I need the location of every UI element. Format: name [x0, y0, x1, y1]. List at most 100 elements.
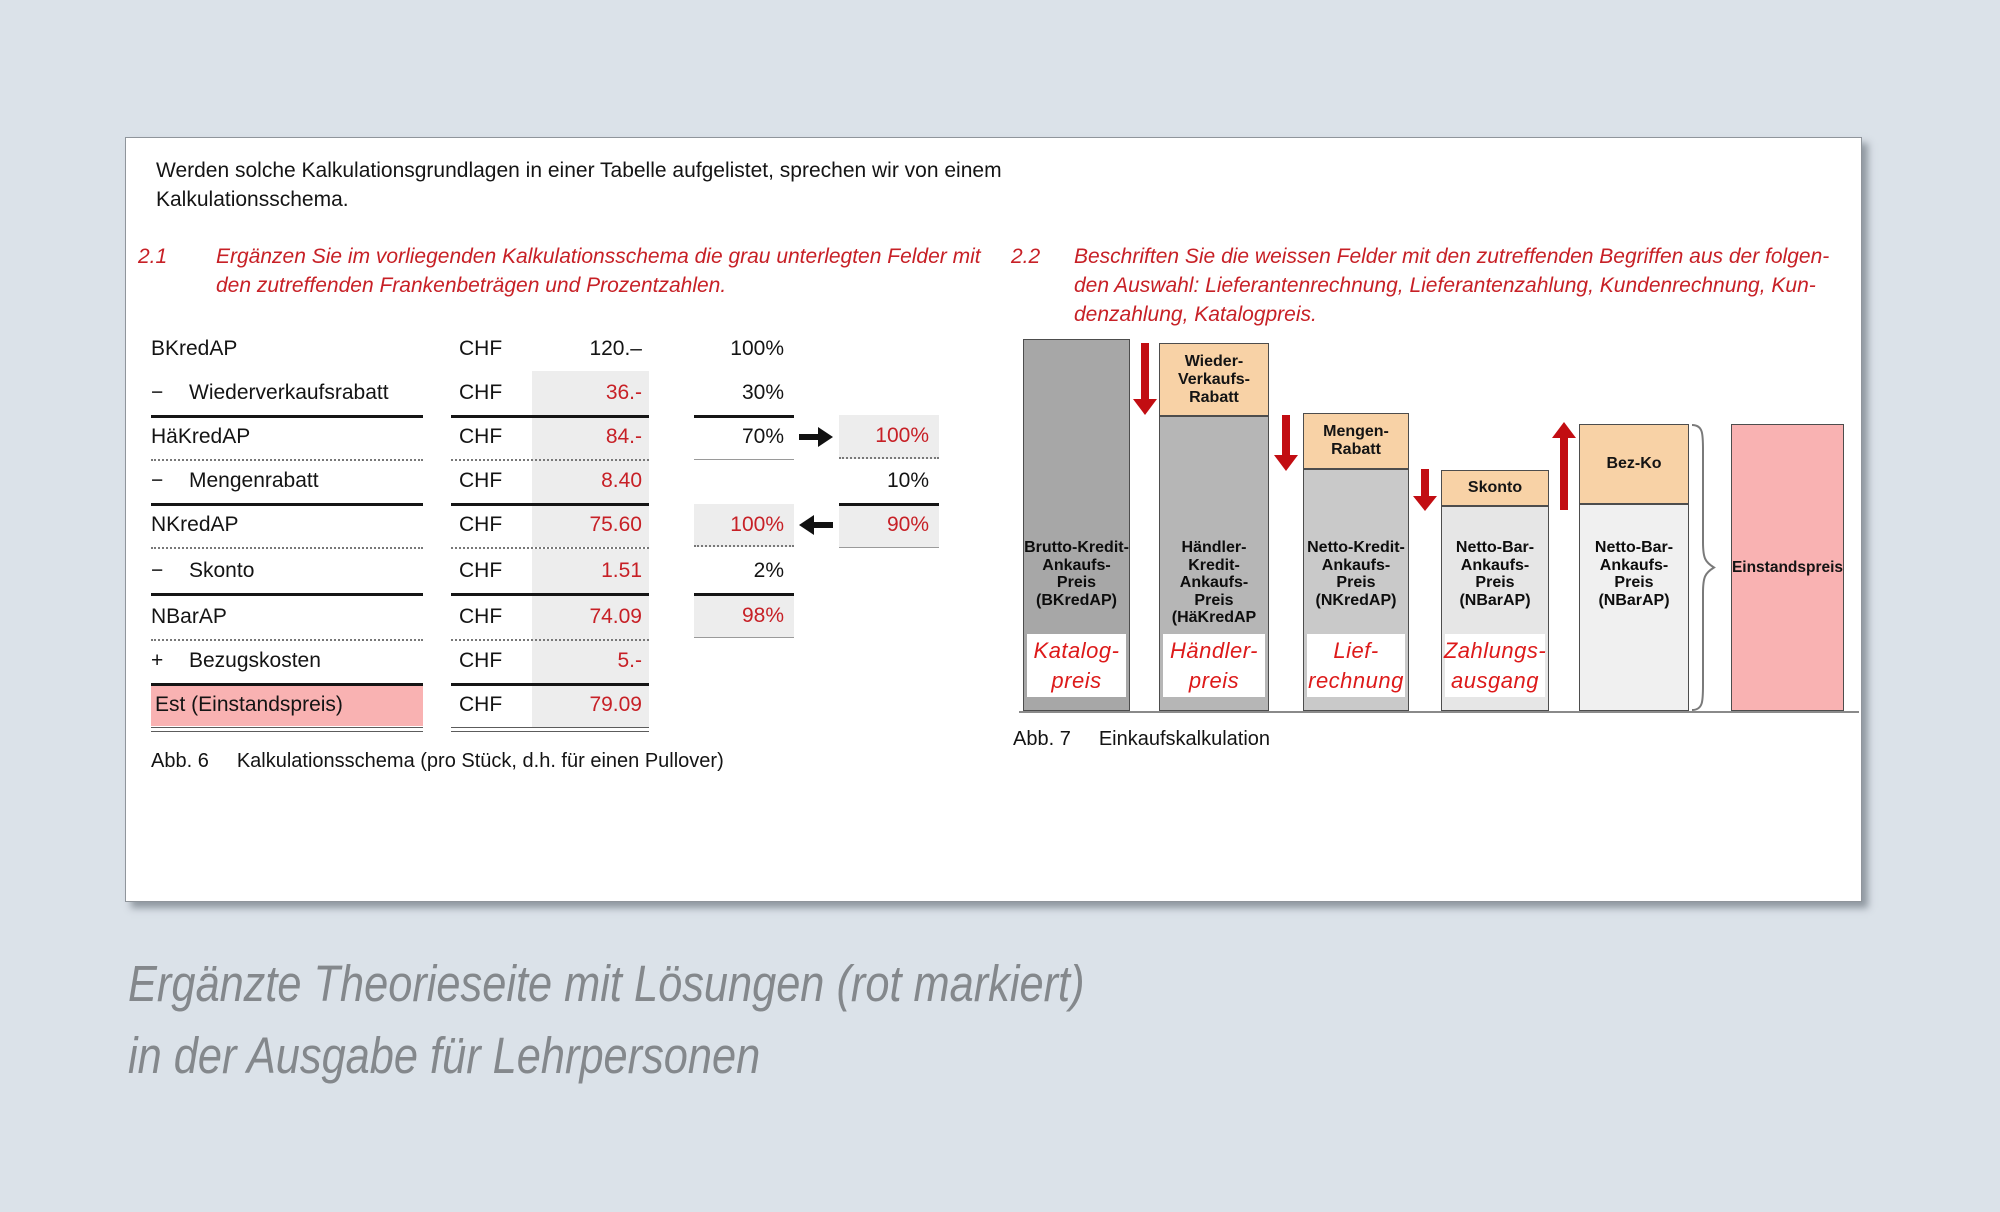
rule-dotted — [151, 639, 423, 641]
task-line: denzahlung, Katalogpreis. — [1074, 303, 1317, 326]
row-value: 120.– — [589, 337, 642, 360]
row-sign: − — [151, 381, 164, 404]
currency-label: CHF — [459, 469, 503, 492]
currency-label: CHF — [459, 559, 503, 582]
answer-box: Zahlungs- ausgang — [1444, 634, 1546, 697]
rule-solid — [151, 503, 423, 506]
table-row-nbarap: NBarAP CHF 74.09 — [151, 595, 649, 639]
rule-dotted — [451, 547, 649, 549]
rule-solid — [151, 415, 423, 418]
answer-box: Lief- rechnung — [1307, 634, 1405, 697]
rule-double — [451, 727, 649, 732]
rebate-box: Wieder- Verkaufs- Rabatt — [1159, 343, 1269, 416]
arrow-left-icon — [799, 515, 833, 535]
table-row-haekredap: HäKredAP CHF 84.- — [151, 415, 649, 459]
rule-solid — [151, 593, 423, 596]
rule-dotted — [451, 639, 649, 641]
row-value-solution: 5.- — [532, 639, 649, 683]
intro-text: Werden solche Kalkulationsgrundlagen in … — [156, 156, 1002, 214]
row-value-solution: 36.- — [532, 371, 649, 415]
currency-label: CHF — [459, 649, 503, 672]
figure-7-text: Einkaufskalkulation — [1098, 728, 1271, 750]
bar-body-label: Netto-Bar- Ankaufs- Preis (NBarAP) — [1455, 539, 1535, 609]
rule-solid — [839, 503, 939, 506]
rebate-box: Bez-Ko — [1579, 424, 1689, 504]
pct-cell: 100% — [730, 337, 784, 360]
bar-body-label: Netto-Bar- Ankaufs- Preis (NBarAP) — [1594, 539, 1674, 609]
row-value-solution: 74.09 — [532, 595, 649, 639]
rule-dotted — [451, 459, 649, 461]
fig7-bar-nbarap: Skonto Netto-Bar- Ankaufs- Preis (NBarAP… — [1441, 138, 1549, 718]
row-value-solution: 79.09 — [532, 683, 649, 727]
currency-label: CHF — [459, 693, 503, 716]
red-arrow-down-icon — [1413, 469, 1437, 511]
red-arrow-up-icon — [1552, 422, 1576, 510]
pct-cell-solution: 98% — [694, 595, 794, 637]
row-label: Mengenrabatt — [189, 469, 319, 492]
currency-label: CHF — [459, 337, 503, 360]
task-line: den Auswahl: Lieferantenrechnung, Liefer… — [1074, 274, 1816, 297]
intro-line: Kalkulationsschema. — [156, 188, 349, 211]
rule-solid — [451, 503, 649, 506]
bar-body-label: Händler-Kredit- Ankaufs- Preis (HäKredAP — [1171, 539, 1257, 626]
curly-brace — [1691, 424, 1716, 711]
task-2-1-text: Ergänzen Sie im vorliegenden Kalkulation… — [216, 242, 981, 300]
arrow-right-icon — [799, 427, 833, 447]
slide-caption: Ergänzte Theorieseite mit Lösungen (rot … — [128, 948, 1085, 1092]
pct-cell: 10% — [886, 469, 929, 492]
pct-cell: 70% — [741, 425, 784, 448]
rule-dotted — [151, 547, 423, 549]
table-row-wiederverkaufsrabatt: − Wiederverkaufsrabatt CHF 36.- — [151, 371, 649, 415]
fig7-bar-bezko: Bez-Ko Netto-Bar- Ankaufs- Preis (NBarAP… — [1579, 138, 1689, 718]
red-arrow-down-icon — [1133, 343, 1157, 415]
table-row-bkredap: BKredAP CHF 120.– — [151, 327, 649, 371]
row-label: Wiederverkaufsrabatt — [189, 381, 389, 404]
row-value-solution: 75.60 — [532, 503, 649, 547]
red-arrow-down-icon — [1274, 415, 1298, 471]
rule-solid — [694, 593, 794, 596]
task-line: Beschriften Sie die weissen Felder mit d… — [1074, 245, 1830, 268]
row-label: NBarAP — [151, 605, 227, 628]
row-label: BKredAP — [151, 337, 238, 360]
table-row-nkredap: NKredAP CHF 75.60 — [151, 503, 649, 547]
row-label: HäKredAP — [151, 425, 251, 448]
row-label: Est (Einstandspreis) — [155, 693, 343, 716]
pct-cell: 2% — [753, 559, 784, 582]
bar-body — [1579, 504, 1689, 711]
bar-body-label: Brutto-Kredit- Ankaufs- Preis (BKredAP) — [1024, 539, 1129, 609]
slide-caption-line: in der Ausgabe für Lehrpersonen — [128, 1027, 761, 1084]
task-2-1-number: 2.1 — [138, 245, 168, 268]
task-2-1: 2.1 Ergänzen Sie im vorliegenden Kalkula… — [138, 242, 981, 300]
row-value-solution: 8.40 — [532, 459, 649, 503]
figure-7-label: Abb. 7 — [1013, 728, 1071, 750]
slide-caption-line: Ergänzte Theorieseite mit Lösungen (rot … — [128, 955, 1085, 1012]
fig7-bar-bkredap: Brutto-Kredit- Ankaufs- Preis (BKredAP) … — [1023, 138, 1130, 718]
task-line: den zutreffenden Frankenbeträgen und Pro… — [216, 274, 727, 297]
figure-6-label: Abb. 6 — [151, 750, 209, 772]
row-value-solution: 1.51 — [532, 549, 649, 593]
figure-6-caption: Abb. 6 Kalkulationsschema (pro Stück, d.… — [151, 750, 724, 773]
task-2-2-text: Beschriften Sie die weissen Felder mit d… — [1074, 242, 1829, 329]
rule-solid — [451, 683, 649, 686]
currency-label: CHF — [459, 513, 503, 536]
row-sign: + — [151, 649, 164, 672]
rule-thin — [694, 637, 794, 638]
rule-solid — [151, 683, 423, 686]
row-label: Bezugskosten — [189, 649, 321, 672]
document-page: Werden solche Kalkulationsgrundlagen in … — [125, 137, 1862, 902]
figure-6-text: Kalkulationsschema (pro Stück, d.h. für … — [236, 750, 724, 772]
table-row-skonto: − Skonto CHF 1.51 — [151, 549, 649, 593]
task-line: Ergänzen Sie im vorliegenden Kalkulation… — [216, 245, 981, 268]
row-label: Skonto — [189, 559, 255, 582]
table-row-bezugskosten: + Bezugskosten CHF 5.- — [151, 639, 649, 683]
rule-thin — [839, 547, 939, 548]
pct-cell-solution: 100% — [839, 415, 939, 459]
answer-box: Katalog- preis — [1027, 634, 1126, 697]
row-value-solution: 84.- — [532, 415, 649, 459]
row-sign: − — [151, 559, 164, 582]
pct-cell-solution: 100% — [694, 504, 794, 547]
pct-cell-solution: 90% — [839, 503, 939, 547]
answer-box: Händler- preis — [1163, 634, 1265, 697]
bar-body-label: Netto-Kredit- Ankaufs- Preis (NKredAP) — [1307, 539, 1405, 609]
task-2-2-number: 2.2 — [1011, 245, 1041, 268]
